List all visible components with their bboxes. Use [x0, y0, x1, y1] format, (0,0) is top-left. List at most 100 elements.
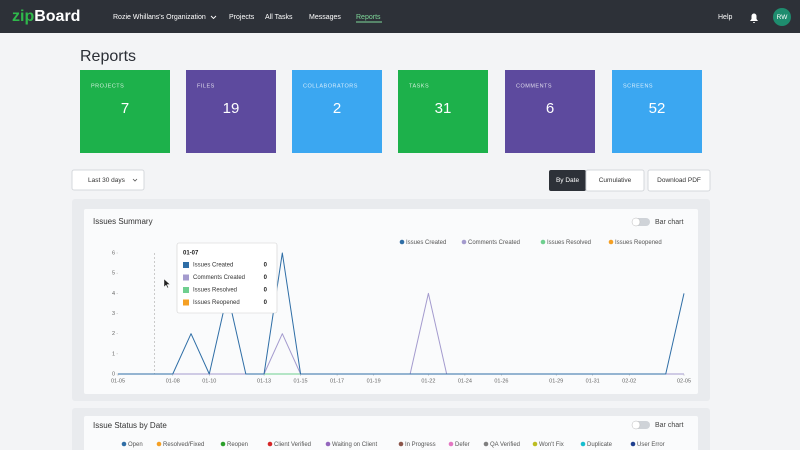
range-label: Last 30 days — [88, 177, 126, 184]
chart-title: Issues Summary — [93, 217, 153, 226]
legend-label[interactable]: Reopen — [227, 442, 248, 448]
tooltip-swatch — [183, 299, 189, 306]
logo-zip: zip — [12, 8, 34, 25]
stat-value: 6 — [546, 100, 554, 117]
legend-label[interactable]: Open — [128, 442, 143, 448]
legend-label[interactable]: Duplicate — [587, 442, 613, 448]
x-tick-label: 02-02 — [622, 378, 636, 384]
range-dropdown[interactable] — [71, 169, 145, 191]
legend-swatch — [608, 239, 614, 245]
x-tick-label: 01-22 — [421, 378, 435, 384]
x-tick-label: 01-15 — [294, 378, 308, 384]
y-tick-label: 6 — [112, 250, 115, 256]
y-tick-label: 4 — [112, 291, 115, 297]
legend-label[interactable]: Defer — [455, 442, 470, 448]
logo-board: Board — [34, 8, 80, 25]
legend-swatch — [448, 441, 454, 447]
series-line — [118, 252, 685, 375]
stat-label: PROJECTS — [91, 83, 124, 89]
stat-card[interactable] — [398, 70, 488, 153]
nav-help[interactable]: Help — [718, 14, 733, 21]
legend-swatch — [399, 239, 405, 245]
legend-label[interactable]: Resolved/Fixed — [163, 442, 204, 448]
stat-card[interactable] — [80, 70, 170, 153]
legend-swatch — [121, 441, 127, 447]
y-tick-label: 5 — [112, 271, 115, 277]
legend-swatch — [398, 441, 404, 447]
legend-label[interactable]: Client Verified — [274, 442, 311, 448]
tooltip-label: Issues Reopened — [193, 300, 240, 306]
avatar[interactable] — [773, 8, 791, 26]
by-date-label: By Date — [556, 177, 580, 184]
chevron — [132, 178, 138, 182]
tooltip-swatch — [183, 274, 189, 281]
bell-icon[interactable] — [750, 13, 758, 24]
nav-item[interactable]: Reports — [356, 14, 381, 21]
chevron — [210, 15, 217, 20]
tooltip-swatch — [183, 262, 189, 268]
avatar-initials: RW — [777, 14, 789, 21]
cumulative-button[interactable] — [585, 169, 645, 192]
tooltip-value: 0 — [264, 263, 268, 269]
legend-label[interactable]: Won't Fix — [539, 442, 564, 448]
y-tick-label: 2 — [112, 331, 115, 337]
x-tick-label: 01-10 — [202, 378, 216, 384]
cumulative-label: Cumulative — [599, 177, 632, 184]
legend-swatch — [156, 441, 162, 447]
x-tick-label: 01-05 — [111, 378, 125, 384]
stat-value: 31 — [435, 100, 452, 117]
legend-label[interactable]: User Error — [637, 442, 665, 448]
stat-value: 19 — [223, 100, 240, 117]
stat-label: TASKS — [409, 83, 429, 89]
stat-label: COMMENTS — [516, 83, 552, 89]
tooltip-value: 0 — [264, 300, 268, 306]
stat-value: 7 — [121, 100, 129, 117]
nav-item[interactable]: Projects — [229, 14, 255, 21]
tooltip-date: 01-07 — [183, 251, 199, 257]
toggle-label: Bar chart — [655, 219, 683, 226]
x-tick-label: 01-17 — [330, 378, 344, 384]
legend-swatch — [267, 441, 273, 447]
download-button[interactable] — [647, 169, 711, 192]
legend-label[interactable]: Issues Resolved — [547, 240, 591, 246]
legend-swatch — [483, 441, 489, 447]
legend-label[interactable]: In Progress — [405, 442, 436, 448]
legend-swatch — [532, 441, 538, 447]
stat-card[interactable] — [612, 70, 702, 153]
navbar — [0, 0, 800, 33]
issue-status-panel — [84, 416, 698, 450]
mouse-cursor — [163, 278, 171, 289]
stat-card[interactable] — [505, 70, 595, 153]
x-tick-label: 01-31 — [586, 378, 600, 384]
nav-item[interactable]: All Tasks — [265, 14, 293, 21]
tooltip-value: 0 — [264, 275, 268, 281]
legend-label[interactable]: Waiting on Client — [332, 442, 377, 448]
x-tick-label: 02-05 — [677, 378, 691, 384]
x-tick-label: 01-26 — [494, 378, 508, 384]
legend-swatch — [580, 441, 586, 447]
x-tick-label: 01-19 — [367, 378, 381, 384]
tooltip-value: 0 — [264, 288, 268, 294]
legend-label[interactable]: QA Verified — [490, 442, 520, 448]
stat-label: FILES — [197, 83, 215, 89]
x-tick-label: 01-08 — [166, 378, 180, 384]
y-tick-label: 1 — [112, 351, 115, 357]
by-date-button[interactable] — [549, 170, 586, 191]
tooltip — [176, 242, 278, 314]
legend-swatch — [540, 239, 546, 245]
legend-label[interactable]: Issues Created — [406, 240, 446, 246]
y-tick-label: 0 — [112, 371, 115, 377]
stat-card[interactable] — [186, 70, 276, 153]
nav-item[interactable]: Messages — [309, 14, 341, 21]
panel-title: Issue Status by Date — [93, 421, 167, 430]
stat-card[interactable] — [292, 70, 382, 153]
tooltip-label: Issues Resolved — [193, 288, 237, 294]
legend-swatch — [325, 441, 331, 447]
x-tick-label: 01-24 — [458, 378, 472, 384]
legend-label[interactable]: Issues Reopened — [615, 240, 662, 246]
nav-item[interactable]: Rozie Whillans's Organization — [113, 14, 206, 21]
legend-label[interactable]: Comments Created — [468, 240, 520, 246]
logo[interactable]: zipBoard — [12, 8, 80, 25]
